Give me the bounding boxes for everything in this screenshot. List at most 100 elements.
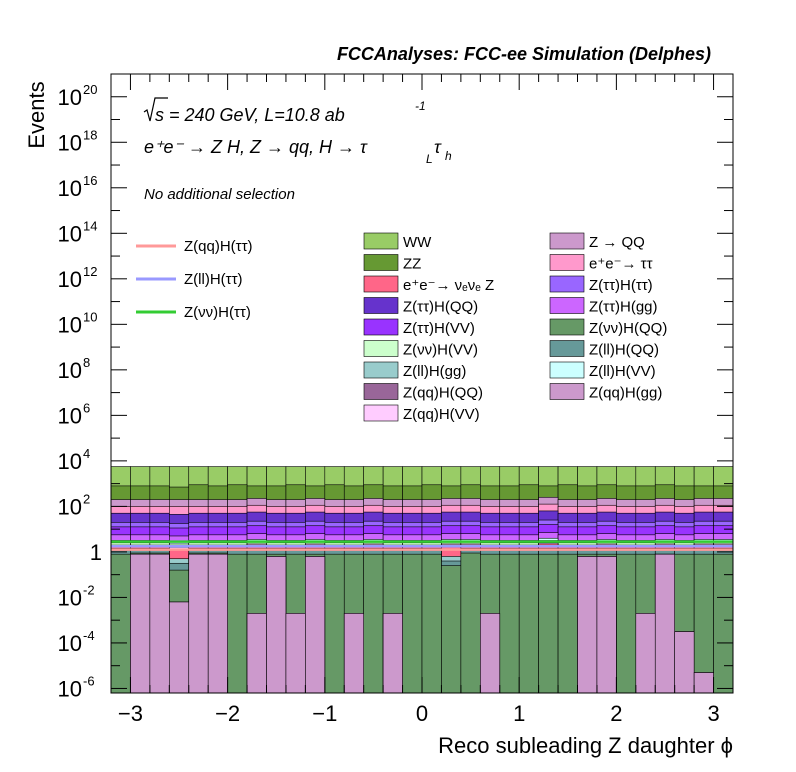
legend-label-1-3: Z(ττ)H(gg) bbox=[589, 299, 658, 316]
bin-2-15 bbox=[402, 553, 423, 694]
bin-2-11 bbox=[324, 553, 345, 694]
legend-swatch-0-1 bbox=[363, 254, 399, 271]
y-tick-exp-5: 4 bbox=[83, 446, 90, 461]
legend-line-label-0: Z(qq)H(ττ) bbox=[184, 238, 253, 255]
legend-swatch-1-1 bbox=[549, 254, 585, 271]
bin-0-9 bbox=[285, 613, 306, 694]
legend-label-1-6: Z(ll)H(VV) bbox=[589, 363, 656, 380]
legend-label-1-7: Z(qq)H(gg) bbox=[589, 385, 662, 402]
tau-subscript-l: L bbox=[426, 152, 433, 166]
y-tick-label-4: 10 bbox=[58, 494, 82, 519]
y-tick-exp-0: -6 bbox=[83, 673, 95, 688]
legend-swatch-0-8 bbox=[363, 404, 399, 422]
bin-2-23 bbox=[557, 553, 578, 694]
legend-label-0-2: e⁺e⁻→ νₑνₑ Z bbox=[403, 277, 494, 294]
x-tick-label-4: 1 bbox=[513, 701, 525, 726]
tau-second: τ bbox=[434, 137, 442, 157]
bin-2-20 bbox=[499, 553, 520, 694]
y-tick-label-5: 10 bbox=[58, 449, 82, 474]
bin-2-21 bbox=[518, 553, 539, 694]
legend-swatch-0-6 bbox=[363, 361, 399, 379]
y-tick-label-1: 10 bbox=[58, 631, 82, 656]
x-tick-labels: −3 −2 −1 0 1 2 3 bbox=[118, 701, 720, 726]
signal-lines bbox=[111, 540, 733, 551]
y-tick-exp-6: 6 bbox=[83, 400, 90, 415]
y-tick-label-6: 10 bbox=[58, 403, 82, 428]
y-tick-exp-1: -4 bbox=[83, 628, 95, 643]
background-legend: WW ZZ e⁺e⁻→ νₑνₑ Z Z(ττ)H(QQ) Z(ττ)H(VV) Z(νν… bbox=[363, 232, 667, 423]
bin-0-2 bbox=[149, 553, 170, 694]
legend-label-0-1: ZZ bbox=[403, 256, 421, 273]
bin-0-5 bbox=[207, 553, 228, 694]
x-tick-label-3: 0 bbox=[416, 701, 428, 726]
bin-2-13 bbox=[363, 553, 384, 694]
bin-0-7 bbox=[246, 613, 267, 694]
bin-0-25 bbox=[596, 556, 617, 694]
y-tick-exp-2: -2 bbox=[83, 582, 95, 597]
bin-2-26 bbox=[616, 553, 637, 694]
legend-swatch-0-0 bbox=[363, 232, 399, 250]
chart-title: FCCAnalyses: FCC-ee Simulation (Delphes) bbox=[337, 44, 711, 64]
x-tick-label-0: −3 bbox=[118, 701, 143, 726]
y-axis-label: Events bbox=[24, 81, 49, 148]
bin-0-14 bbox=[382, 613, 403, 694]
y-tick-exp-7: 8 bbox=[83, 355, 90, 370]
selection-annotation: No additional selection bbox=[144, 186, 295, 203]
bin-0-12 bbox=[343, 613, 364, 694]
y-tick-label-9: 10 bbox=[58, 267, 82, 292]
legend-swatch-1-2 bbox=[549, 275, 585, 293]
bin-2-30 bbox=[693, 553, 714, 694]
legend-line-label-2: Z(νν)H(ττ) bbox=[184, 304, 251, 321]
legend-swatch-1-3 bbox=[549, 297, 585, 314]
x-tick-label-2: −1 bbox=[312, 701, 337, 726]
legend-label-0-0: WW bbox=[403, 234, 432, 251]
legend-swatch-0-5 bbox=[363, 340, 399, 357]
svg-text:s = 240 GeV, L=10.8 ab: s = 240 GeV, L=10.8 ab bbox=[155, 105, 345, 125]
bin-0-10 bbox=[305, 556, 326, 694]
legend-swatch-0-2 bbox=[363, 275, 399, 293]
legend-label-1-0: Z → QQ bbox=[589, 234, 645, 251]
x-tick-label-1: −2 bbox=[215, 701, 240, 726]
stacked-bins bbox=[110, 466, 734, 694]
bin-0-19 bbox=[480, 613, 501, 694]
y-tick-label-13: 10 bbox=[58, 85, 82, 110]
y-tick-exp-10: 14 bbox=[83, 218, 97, 233]
legend-swatch-1-7 bbox=[549, 383, 585, 400]
legend-swatch-0-3 bbox=[363, 297, 399, 314]
legend-swatch-1-0 bbox=[549, 232, 585, 250]
sqrt-symbol bbox=[143, 97, 168, 122]
legend-swatch-1-4 bbox=[549, 318, 585, 336]
y-tick-exp-12: 18 bbox=[83, 127, 97, 142]
bin-2-18 bbox=[460, 552, 481, 694]
legend-label-0-8: Z(qq)H(VV) bbox=[403, 406, 480, 423]
x-axis-label: Reco subleading Z daughter ϕ bbox=[438, 733, 733, 758]
bin-0-24 bbox=[577, 556, 598, 694]
energy-annotation: s = 240 GeV, L=10.8 ab -1 bbox=[143, 97, 426, 125]
legend-label-0-3: Z(ττ)H(QQ) bbox=[403, 299, 478, 316]
legend-label-1-4: Z(νν)H(QQ) bbox=[589, 320, 667, 337]
bin-0-3 bbox=[169, 601, 190, 694]
signal-legend: Z(qq)H(ττ) Z(ll)H(ττ) Z(νν)H(ττ) bbox=[136, 238, 253, 321]
y-tick-label-10: 10 bbox=[58, 221, 82, 246]
legend-label-0-7: Z(qq)H(QQ) bbox=[403, 385, 483, 402]
bin-0-29 bbox=[674, 631, 695, 694]
bin-2-17 bbox=[441, 565, 462, 694]
y-tick-exp-9: 12 bbox=[83, 264, 97, 279]
y-tick-label-7: 10 bbox=[58, 358, 82, 383]
y-tick-label-8: 10 bbox=[58, 312, 82, 337]
bin-0-27 bbox=[635, 613, 656, 694]
legend-label-0-6: Z(ll)H(gg) bbox=[403, 363, 466, 380]
bin-2-6 bbox=[227, 553, 248, 694]
lumi-exponent: -1 bbox=[415, 99, 426, 113]
legend-label-0-5: Z(νν)H(VV) bbox=[403, 342, 478, 359]
legend-swatch-0-7 bbox=[363, 383, 399, 400]
legend-swatch-0-4 bbox=[363, 318, 399, 336]
svg-text:e⁺e⁻ → Z H, Z → qq, H → τ: e⁺e⁻ → Z H, Z → qq, H → τ bbox=[144, 137, 368, 157]
x-tick-label-6: 3 bbox=[707, 701, 719, 726]
legend-swatch-1-5 bbox=[549, 340, 585, 357]
sqrt-s-text: s bbox=[155, 105, 164, 125]
y-tick-exp-13: 20 bbox=[83, 82, 97, 97]
bin-0-28 bbox=[654, 553, 675, 694]
